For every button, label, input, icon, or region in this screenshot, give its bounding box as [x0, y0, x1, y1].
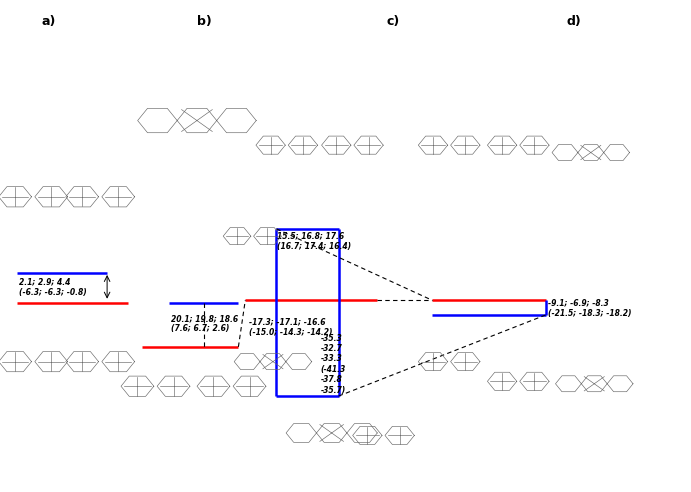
Text: d): d)	[567, 15, 581, 28]
Text: c): c)	[387, 15, 400, 28]
Text: -9.1; -6.9; -8.3
(-21.5; -18.3; -18.2): -9.1; -6.9; -8.3 (-21.5; -18.3; -18.2)	[548, 298, 632, 318]
Text: 15.5; 16.8; 17.6
(16.7; 17.4; 16.4): 15.5; 16.8; 17.6 (16.7; 17.4; 16.4)	[277, 231, 351, 251]
Text: -17.3; -17.1; -16.6
(-15.0; -14.3; -14.2): -17.3; -17.1; -16.6 (-15.0; -14.3; -14.2…	[249, 317, 332, 337]
Text: a): a)	[41, 15, 56, 28]
Text: 20.1; 19.8; 18.6
(7.6; 6.7; 2.6): 20.1; 19.8; 18.6 (7.6; 6.7; 2.6)	[171, 314, 238, 334]
Text: 2.1; 2.9; 4.4
(-6.3; -6.3; -0.8): 2.1; 2.9; 4.4 (-6.3; -6.3; -0.8)	[19, 277, 87, 297]
Text: b): b)	[197, 15, 211, 28]
Text: -35.3
-32.7
-33.3
(-41.3
-37.8
-35.7): -35.3 -32.7 -33.3 (-41.3 -37.8 -35.7)	[321, 334, 346, 395]
